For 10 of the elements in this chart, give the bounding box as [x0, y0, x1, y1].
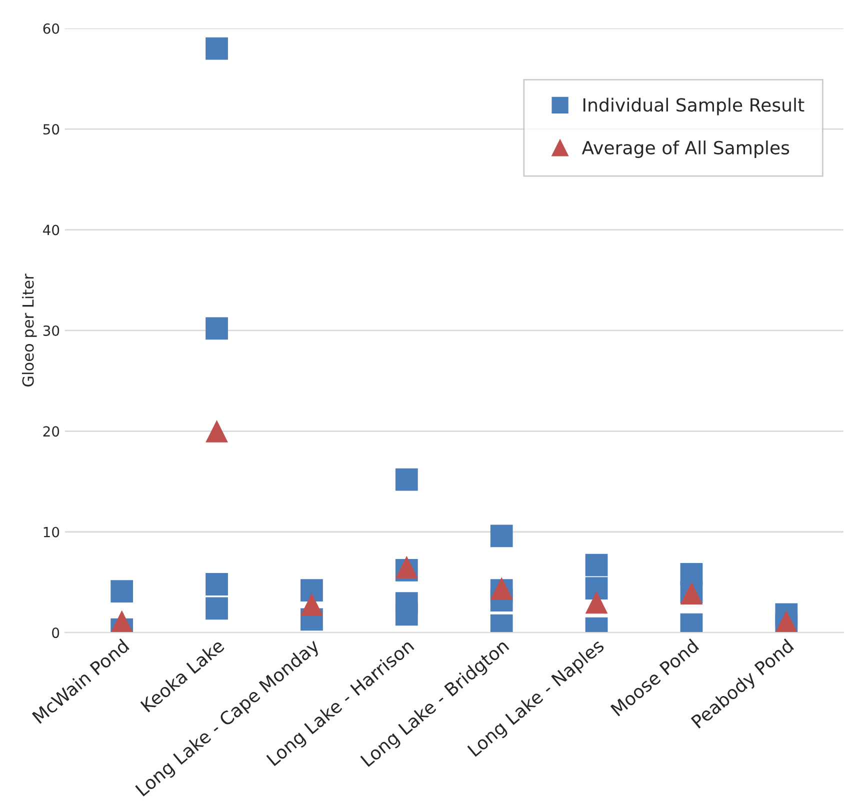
y-tick-label: 30 [43, 325, 60, 336]
y-tick-label: 60 [43, 23, 60, 34]
y-tick-label: 10 [44, 526, 60, 538]
legend-label: Individual Sample Result [583, 98, 804, 116]
y-tick-label: 40 [43, 224, 60, 236]
y-tick-label: 20 [43, 426, 60, 437]
y-axis-title: Gloeo per Liter [22, 274, 37, 386]
y-tick-label: 0 [52, 628, 60, 638]
legend-label: Average of All Samples [582, 140, 790, 158]
y-tick-label: 50 [43, 124, 60, 135]
